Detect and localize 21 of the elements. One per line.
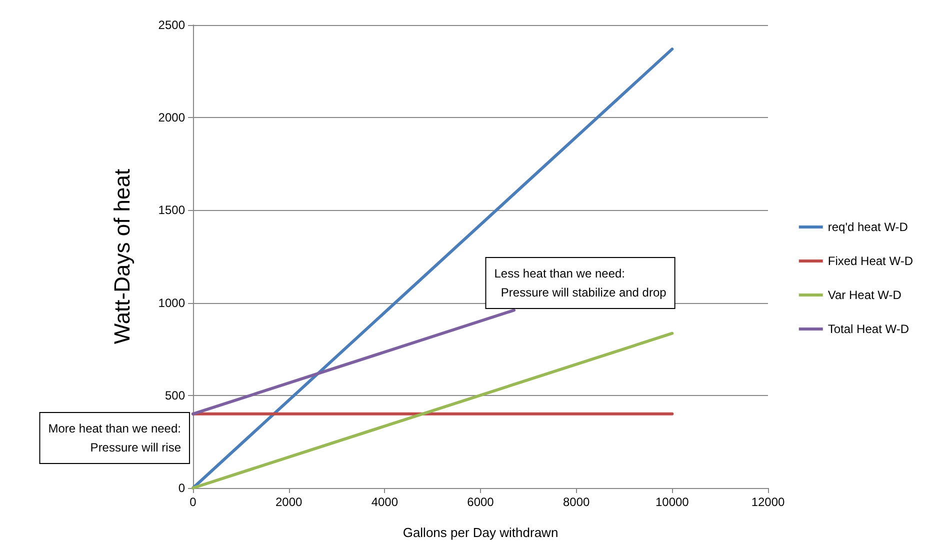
x-tick-label: 12000 (751, 495, 786, 509)
x-tick-label: 6000 (467, 495, 494, 509)
legend-label: req'd heat W-D (828, 220, 908, 234)
x-tick-label: 10000 (655, 495, 690, 509)
legend-label: Fixed Heat W-D (828, 254, 914, 268)
y-tick-label: 500 (164, 388, 186, 402)
y-tick-label: 1000 (158, 296, 186, 310)
legend-label: Total Heat W-D (828, 322, 910, 336)
annotation: Less heat than we need: Pressure will stabilize and drop (494, 266, 667, 300)
y-axis-title: Watt-Days of heat (110, 168, 134, 344)
y-tick-label: 1500 (158, 203, 186, 218)
legend-label: Var Heat W-D (828, 288, 902, 302)
y-tick-label: 2000 (158, 110, 186, 125)
x-tick-label: 8000 (562, 495, 590, 509)
x-tick-label: 4000 (371, 495, 398, 509)
x-tick-label: 2000 (275, 495, 303, 509)
x-axis-title: Gallons per Day withdrawn (402, 525, 558, 540)
y-tick-label: 2500 (158, 18, 186, 32)
y-tick-label: 0 (178, 481, 186, 495)
x-tick-label: 0 (190, 495, 197, 509)
text: More heat than we need: Pressure will rise (48, 422, 182, 454)
